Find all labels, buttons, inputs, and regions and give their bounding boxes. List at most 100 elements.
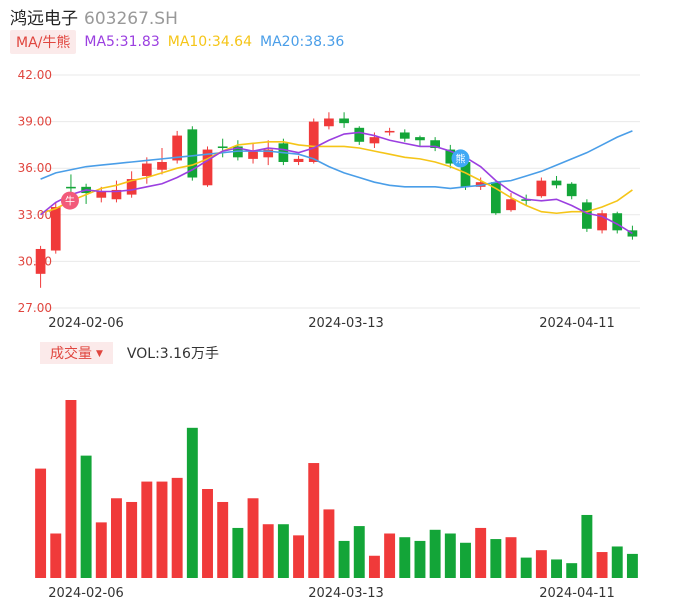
- candle-body: [111, 189, 122, 200]
- volume-bar: [35, 468, 47, 578]
- ma10-label: MA10:34.64: [167, 34, 253, 50]
- candle-body: [35, 248, 46, 274]
- candle-body: [308, 121, 319, 162]
- volume-bar: [520, 557, 532, 578]
- candle-body: [141, 163, 152, 176]
- volume-bar: [444, 533, 456, 578]
- candle-body: [384, 130, 395, 133]
- candle-body: [551, 180, 562, 186]
- volume-bar: [460, 542, 471, 578]
- candle-body: [339, 118, 349, 124]
- volume-bar: [95, 522, 107, 578]
- candle-body: [50, 207, 61, 251]
- volume-header: 成交量 ▼ VOL:3.16万手: [40, 342, 219, 364]
- candle-body: [612, 213, 623, 231]
- candle-body: [263, 149, 274, 158]
- x-tick-label: 2024-02-06: [48, 316, 124, 331]
- volume-bar: [80, 455, 92, 578]
- volume-bar: [399, 537, 411, 578]
- candle-body: [369, 137, 380, 144]
- x-tick-label: 2024-04-11: [539, 316, 615, 331]
- volume-x-tick-label: 2024-03-13: [308, 586, 384, 601]
- candle-body: [354, 127, 365, 142]
- volume-value: VOL:3.16万手: [126, 346, 219, 362]
- volume-bar: [505, 537, 517, 578]
- ma-legend: MA/牛熊 MA5:31.83 MA10:34.64 MA20:38.36: [10, 30, 352, 54]
- bear-marker-badge: [451, 149, 470, 168]
- candle-body: [96, 191, 107, 198]
- stock-name: 鸿远电子: [10, 9, 78, 29]
- candlestick-chart[interactable]: 42.00 39.00 36.00 33.00 30.00 27.00 牛 熊 2024-02-…: [0, 0, 686, 335]
- volume-bar: [535, 550, 547, 578]
- volume-bar: [217, 501, 229, 578]
- volume-bar: [65, 400, 77, 578]
- stock-title: 鸿远电子 603267.SH: [10, 4, 178, 29]
- volume-bar: [384, 533, 396, 578]
- candle-body: [187, 129, 198, 178]
- volume-bar: [429, 529, 441, 578]
- volume-bar: [232, 527, 244, 578]
- volume-bar: [414, 540, 426, 578]
- bull-marker-icon: 牛: [60, 191, 79, 210]
- candle-body: [460, 161, 471, 187]
- y-tick-label: 39.00: [18, 115, 52, 129]
- y-tick-label: 42.00: [18, 68, 52, 82]
- y-tick-label: 36.00: [18, 161, 52, 175]
- candle-body: [172, 135, 183, 161]
- ma5-line: [40, 131, 633, 235]
- candle-body: [157, 161, 167, 170]
- volume-bar: [277, 524, 289, 578]
- y-tick-label: 30.00: [18, 254, 52, 268]
- volume-bar: [353, 526, 365, 578]
- candle-body: [217, 146, 228, 149]
- volume-bar: [262, 524, 274, 578]
- candle-body: [566, 183, 577, 197]
- volume-bar: [110, 498, 122, 578]
- volume-bar: [581, 514, 593, 578]
- stock-code: 603267.SH: [84, 9, 178, 29]
- volume-bar: [186, 427, 198, 578]
- volume-bar: [247, 498, 259, 578]
- volume-dropdown-label: 成交量: [50, 346, 92, 362]
- volume-bar: [475, 527, 487, 578]
- chevron-down-icon: ▼: [96, 349, 103, 359]
- ma20-line: [40, 130, 633, 190]
- candle-body: [126, 179, 137, 195]
- ma20-label: MA20:38.36: [260, 34, 345, 50]
- volume-indicator-dropdown[interactable]: 成交量 ▼: [40, 342, 113, 364]
- candle-body: [399, 132, 410, 139]
- volume-bar: [141, 481, 153, 578]
- candle-body: [415, 137, 425, 141]
- bull-marker-badge: [60, 191, 79, 210]
- volume-bar: [490, 539, 502, 578]
- candle-body: [202, 149, 213, 186]
- candle-body: [597, 213, 607, 231]
- volume-bar: [308, 463, 320, 578]
- volume-bar: [368, 555, 380, 578]
- volume-bar: [611, 546, 623, 578]
- bull-marker-label: 牛: [65, 195, 75, 208]
- volume-bar: [551, 559, 563, 578]
- candle-body: [582, 202, 592, 229]
- volume-bar: [202, 489, 213, 578]
- volume-bar: [323, 509, 335, 578]
- candle-body: [506, 199, 516, 211]
- y-tick-label: 33.00: [18, 208, 52, 222]
- ma-toggle-button[interactable]: MA/牛熊: [10, 30, 77, 54]
- volume-bar: [338, 540, 350, 578]
- candle-body: [430, 140, 440, 149]
- candle-body: [293, 158, 304, 162]
- volume-bar: [566, 563, 578, 578]
- y-tick-label: 27.00: [18, 301, 52, 315]
- volume-bar: [626, 553, 638, 578]
- volume-bar: [50, 533, 62, 578]
- volume-bar: [156, 481, 168, 578]
- candle-body: [445, 149, 456, 164]
- candle-body: [490, 182, 501, 214]
- bear-marker-label: 熊: [455, 152, 465, 165]
- volume-bar: [596, 552, 608, 578]
- candle-body: [536, 180, 547, 197]
- bear-marker-icon: 熊: [451, 149, 470, 168]
- volume-bar: [126, 501, 138, 578]
- candle-body: [66, 186, 76, 189]
